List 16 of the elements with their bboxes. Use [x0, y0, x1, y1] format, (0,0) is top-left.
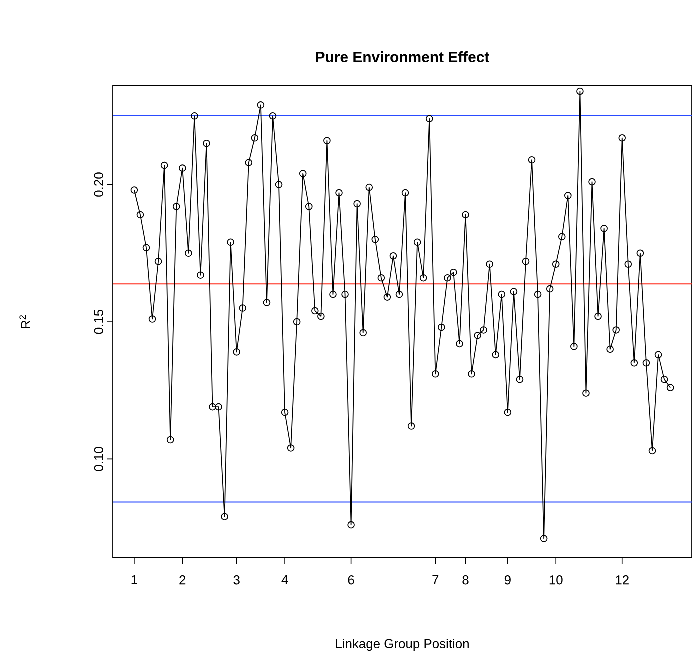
x-tick-label: 2	[180, 576, 186, 585]
y-axis-title: R$^{2}$	[20, 316, 30, 328]
x-tick-label: 1	[132, 576, 138, 584]
x-axis-title: Linkage Group Position	[336, 638, 469, 652]
x-tick-label: 4	[282, 576, 288, 584]
y-tick-label: 0.20	[94, 172, 104, 197]
x-tick-label: 9	[504, 576, 511, 585]
x-tick-label: 10	[550, 576, 563, 585]
chart-title: Pure Environment Effect	[316, 52, 490, 62]
x-tick-label: 7	[432, 576, 439, 584]
x-tick-label: 12	[616, 576, 629, 585]
x-tick-label: 8	[462, 576, 469, 585]
y-tick-label: 0.15	[94, 310, 104, 334]
x-tick-label: 6	[348, 576, 354, 585]
x-tick-label: 3	[234, 576, 240, 585]
y-tick-label: 0.10	[94, 447, 104, 472]
